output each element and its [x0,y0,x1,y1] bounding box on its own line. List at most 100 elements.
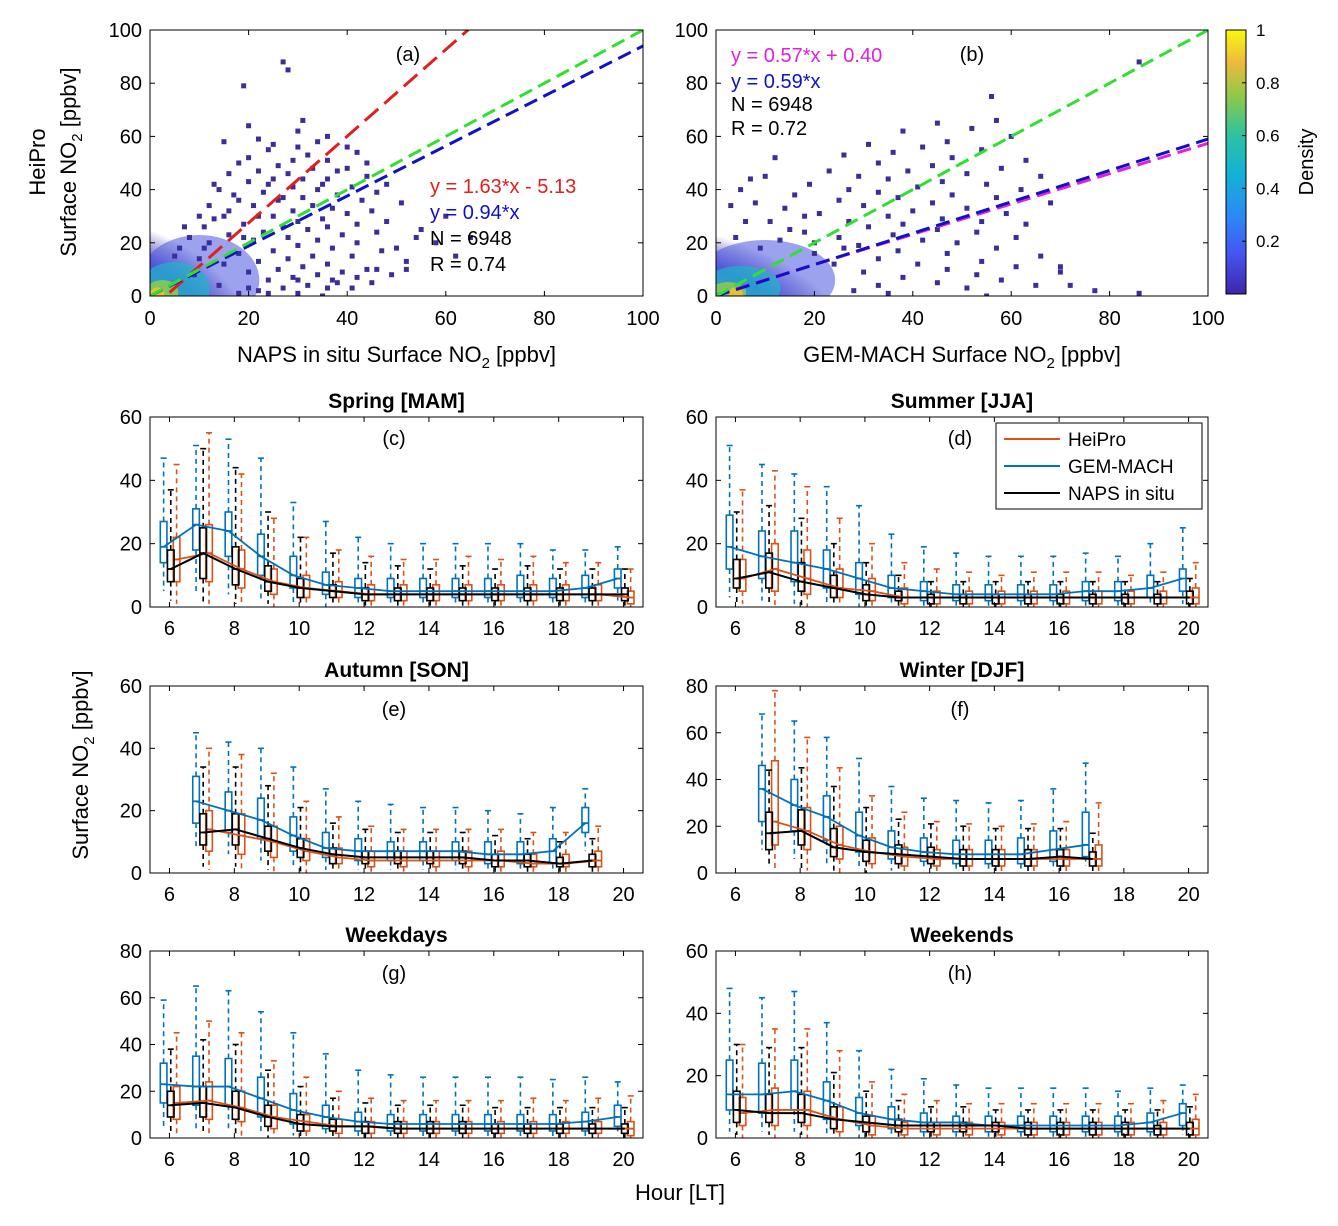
box-iqr [1121,593,1130,605]
scatter-point [984,181,990,187]
scatter-point [856,173,862,179]
series-naps-in-situ [166,1039,629,1138]
x-tick-label: 20 [612,1149,634,1171]
x-tick-label: 0 [144,308,155,330]
scatter-point [733,234,739,240]
scatter-point [767,219,773,225]
scatter-point [379,248,385,254]
box-iqr [926,593,936,605]
scatter-point [974,272,980,278]
scatter-point [944,250,950,256]
scatter-point [290,208,296,214]
scatter-point [1038,173,1044,179]
scatter-point [241,83,247,89]
box-iqr [991,848,1000,867]
box-panel-g: 6 8 10 12 14 16 18 20 0 20 40 60 80 Weekdays (g) [120,924,644,1171]
box-iqr [984,584,993,602]
scatter-point [369,280,375,286]
x-tick-label: 8 [229,618,240,640]
box-panel-f: 6 8 10 12 14 16 18 20 0 20 40 60 80 Winter [DJF] (f) [686,659,1209,906]
scatter-point [846,219,852,225]
scatter-point [920,237,926,243]
box-iqr [581,806,590,834]
x-tick-label: 16 [1048,618,1070,640]
scatter-point [752,200,758,206]
median-line [769,829,1093,860]
y-tick-label: 60 [686,941,708,963]
y-tick-label: 60 [686,723,708,745]
colorbar-ramp [1225,29,1247,295]
scatter-point [885,176,891,182]
x-tick-label: 80 [533,308,555,330]
median-line [736,1108,1190,1130]
x-tick-label: 16 [483,1149,505,1171]
scatter-point [221,213,227,219]
box-iqr [1049,830,1058,863]
box-panel-c: 6 8 10 12 14 16 18 20 0 20 40 60 Spring [MAM] (c) [120,390,644,640]
scatter-point [285,67,291,73]
box-iqr [764,811,774,851]
y-tick-label: 40 [120,738,142,760]
panel-label: (f) [951,699,970,721]
legend-entry-label: NAPS in situ [1068,484,1175,505]
panel-title: Weekdays [345,924,447,947]
scatter-point [384,181,390,187]
x-tick-label: 18 [548,1149,570,1171]
scatter-point [1038,253,1044,259]
scatter-point [954,240,960,246]
scatter-point [374,189,380,195]
y-tick-label: 20 [120,801,142,823]
x-tick-label: 8 [795,618,806,640]
scatter-point [280,59,286,65]
box-iqr [191,775,201,824]
box-iqr [483,1113,493,1132]
scatter-point [841,152,847,158]
box-iqr [1088,593,1097,605]
x-tick-label: 60 [435,308,457,330]
y-tick-label: 60 [120,988,142,1010]
scatter-panel-b: 0 20 40 60 80 100 0 20 40 60 80 100 (b) GEM-MACH Surf… [675,20,1225,372]
series-gem-mach [757,713,1090,871]
scatter-point [339,232,345,238]
box-iqr [732,1090,741,1124]
x-tick-label: 20 [237,308,259,330]
fit-equation-red: y = 1.63*x - 5.13 [430,176,576,198]
scatter-point [349,184,355,190]
legend-entry-label: GEM-MACH [1068,457,1174,478]
x-tick-label: 8 [229,1149,240,1171]
scatter-point [777,237,783,243]
scatter-point [384,219,390,225]
scatter-point [344,165,350,171]
x-tick-label: 100 [1191,308,1224,330]
scatter-point [315,139,321,145]
x-tick-label: 12 [919,884,941,906]
x-tick-label: 20 [1177,1149,1199,1171]
y-tick-label: 100 [109,20,142,42]
scatter-point [433,240,439,246]
scatter-point [964,285,970,291]
scatter-point [295,144,301,150]
scatter-point [275,266,281,272]
scatter-point [310,253,316,259]
stat-n: N = 6948 [731,94,813,116]
panel-title: Summer [JJA] [891,390,1033,413]
scatter-point [260,229,266,235]
scatter-point [295,277,301,283]
scatter-point [998,277,1004,283]
scatter-point [398,200,404,206]
scatter-point [831,261,837,267]
scatter-point [236,250,242,256]
fit-equation-magenta: y = 0.57*x + 0.40 [731,45,882,67]
box-iqr [770,759,780,846]
scatter-panel-a: 0 20 40 60 80 100 0 20 40 60 80 100 (a) NAPS in situ … [25,20,660,372]
scatter-point [236,197,242,203]
scatter-point [728,203,734,209]
scatter-point [920,144,926,150]
scatter-point [851,288,857,294]
box-iqr [166,549,175,583]
colorbar: 0.2 0.4 0.6 0.8 1 Density [1225,21,1318,295]
y-tick-label: 40 [120,180,142,202]
fit-equation-blue: y = 0.94*x [430,202,520,224]
x-tick-label: 16 [483,618,505,640]
scatter-point [929,200,935,206]
